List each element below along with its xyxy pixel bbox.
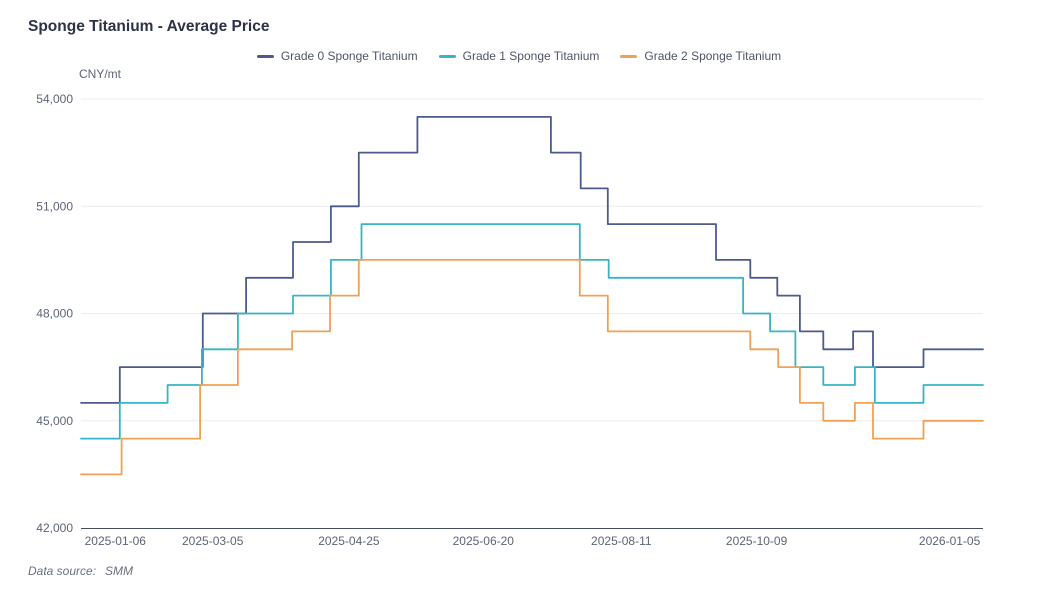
svg-text:42,000: 42,000 (36, 521, 73, 535)
data-source-label: Data source: (28, 564, 97, 578)
svg-text:2025-01-06: 2025-01-06 (85, 534, 147, 548)
page-title: Sponge Titanium - Average Price (28, 18, 270, 35)
svg-text:2026-01-05: 2026-01-05 (919, 534, 981, 548)
svg-text:2025-08-11: 2025-08-11 (591, 534, 652, 548)
svg-text:45,000: 45,000 (36, 414, 73, 428)
y-axis-unit-label: CNY/mt (79, 67, 121, 81)
data-source-value: SMM (105, 564, 134, 578)
svg-text:2025-10-09: 2025-10-09 (726, 534, 788, 548)
grade0-line-swatch-icon (256, 54, 274, 58)
svg-text:54,000: 54,000 (36, 92, 73, 106)
chart-legend: Grade 0 Sponge Titanium Grade 1 Sponge T… (0, 49, 1038, 63)
legend-item-grade0[interactable]: Grade 0 Sponge Titanium (256, 49, 418, 63)
legend-label: Grade 0 Sponge Titanium (280, 49, 418, 63)
legend-label: Grade 1 Sponge Titanium (462, 49, 600, 63)
svg-text:2025-04-25: 2025-04-25 (318, 534, 380, 548)
legend-item-grade1[interactable]: Grade 1 Sponge Titanium (438, 49, 600, 63)
grade2-line-swatch-icon (620, 54, 638, 58)
grade1-line-swatch-icon (438, 54, 456, 58)
svg-text:2025-03-05: 2025-03-05 (182, 534, 244, 548)
legend-item-grade2[interactable]: Grade 2 Sponge Titanium (620, 49, 781, 63)
svg-text:48,000: 48,000 (36, 307, 73, 321)
svg-text:51,000: 51,000 (36, 199, 73, 213)
svg-text:2025-06-20: 2025-06-20 (453, 534, 515, 548)
legend-label: Grade 2 Sponge Titanium (644, 49, 782, 63)
data-source-note: Data source: SMM (28, 564, 133, 578)
